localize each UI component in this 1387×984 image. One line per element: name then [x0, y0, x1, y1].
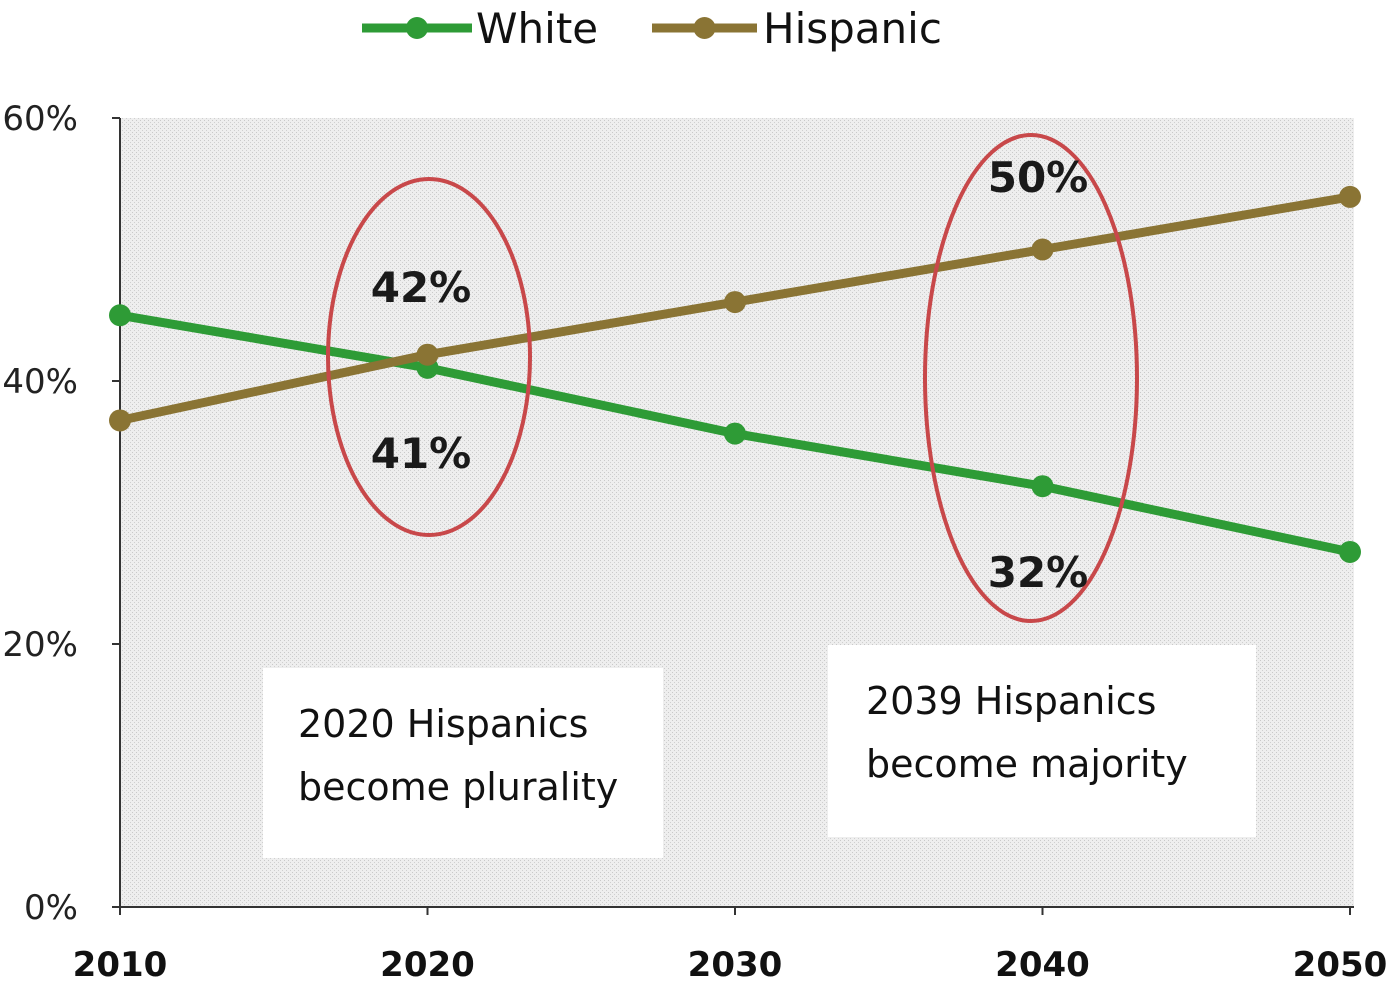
label-hispanic-2040: 50% — [988, 153, 1089, 202]
x-axis-ticks: 2010 2020 2030 2040 2050 — [73, 907, 1387, 984]
legend: White Hispanic — [362, 4, 942, 53]
highlight-ellipse-2040 — [923, 133, 1139, 623]
data-point-white-2010 — [109, 304, 131, 327]
y-axis-ticks: 0% 20% 40% 60% — [2, 99, 120, 928]
legend-label-white: White — [476, 4, 598, 53]
data-point-hispanic-2040 — [1031, 238, 1054, 261]
x-tick-label: 2050 — [1293, 945, 1387, 984]
legend-label-hispanic: Hispanic — [763, 4, 942, 53]
annotation-box-plurality — [263, 668, 663, 858]
series-layer — [109, 185, 1361, 563]
annotation-majority-line1: 2039 Hispanics — [866, 679, 1156, 723]
annotation-plurality-line2: become plurality — [298, 765, 618, 809]
y-tick-label: 40% — [2, 362, 78, 402]
x-tick-label: 2030 — [688, 945, 783, 984]
annotation-box-majority — [828, 645, 1256, 837]
annotation-majority-line2: become majority — [866, 742, 1188, 786]
data-point-white-2050 — [1339, 540, 1361, 563]
highlight-ellipse-2020 — [326, 177, 532, 537]
annotation-plurality-line1: 2020 Hispanics — [298, 702, 588, 746]
label-white-2020: 41% — [371, 429, 472, 478]
data-point-hispanic-2030 — [724, 291, 746, 314]
label-white-2040: 32% — [988, 548, 1089, 597]
y-tick-label: 60% — [2, 99, 78, 139]
legend-marker-white — [406, 17, 428, 39]
legend-marker-hispanic — [693, 17, 716, 39]
data-point-hispanic-2050 — [1339, 185, 1361, 208]
data-point-white-2030 — [724, 422, 746, 445]
x-tick-label: 2020 — [380, 945, 475, 984]
y-tick-label: 0% — [24, 888, 78, 928]
data-point-white-2040 — [1031, 475, 1054, 498]
data-point-hispanic-2020 — [416, 343, 439, 366]
label-hispanic-2020: 42% — [371, 263, 472, 312]
x-tick-label: 2040 — [995, 945, 1090, 984]
x-tick-label: 2010 — [73, 945, 168, 984]
data-point-hispanic-2010 — [109, 409, 131, 432]
y-tick-label: 20% — [2, 625, 78, 665]
